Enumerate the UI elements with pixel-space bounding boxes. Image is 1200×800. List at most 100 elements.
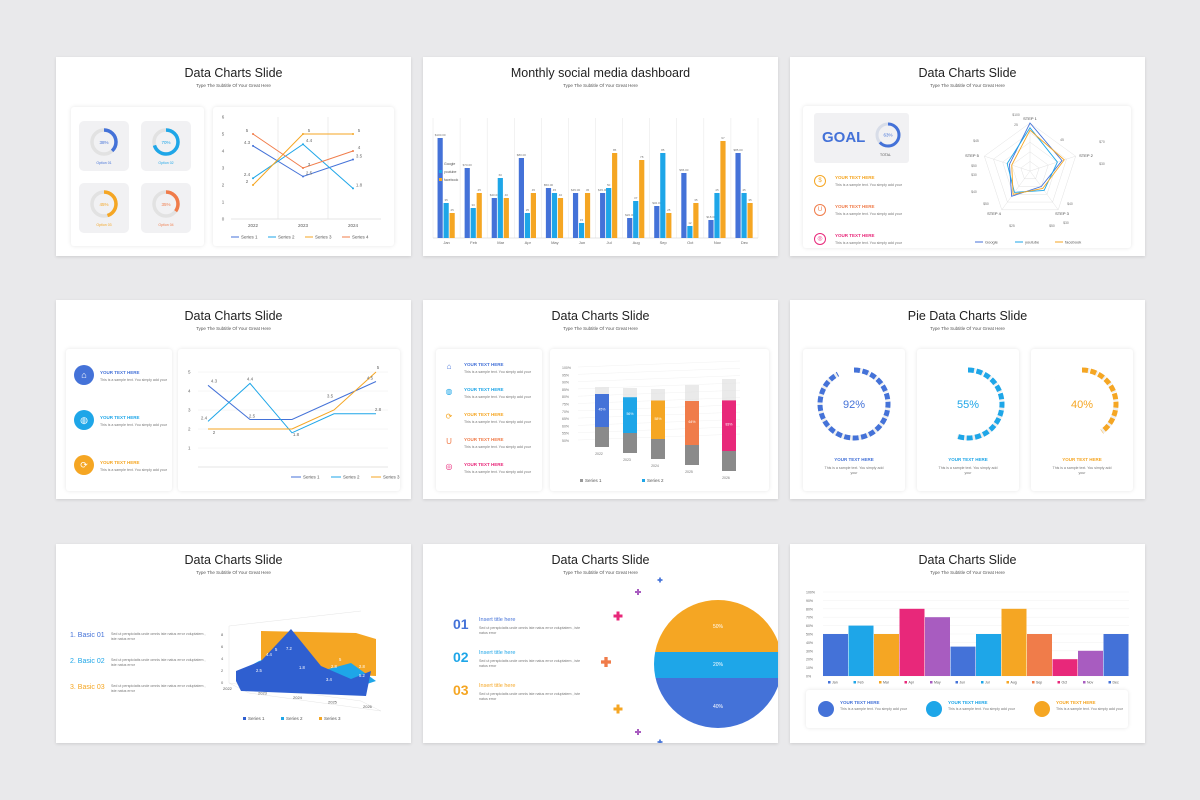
bar bbox=[720, 141, 726, 238]
slide-subtitle: Type The Subtitle Of Your Great Here bbox=[563, 83, 638, 88]
item-desc: This is a sample text. You simply add yo… bbox=[948, 707, 1015, 711]
line-chart: 0 1 2 3 4 5 6 2022 2023 2024 4.3 2.5 3.5 2.4 4.4 1.8 2 5 5… bbox=[222, 115, 381, 240]
plus-icon bbox=[659, 577, 661, 583]
y-tick: 55% bbox=[562, 432, 569, 436]
bar-label: 45 bbox=[586, 188, 590, 192]
item-title: YOUR TEXT HERE bbox=[840, 700, 880, 705]
card-title: YOUR TEXT HERE bbox=[948, 457, 988, 462]
slide-4[interactable]: Data Charts Slide Type The Subtitle Of Y… bbox=[56, 300, 411, 499]
legend-swatch bbox=[828, 681, 831, 684]
bullet-icon bbox=[1034, 701, 1050, 717]
donut-label: Option 03 bbox=[96, 223, 111, 227]
slide-3[interactable]: Data Charts Slide Type The Subtitle Of Y… bbox=[790, 57, 1145, 256]
slide-6[interactable]: Pie Data Charts Slide Type The Subtitle … bbox=[790, 300, 1145, 499]
y-tick: 20% bbox=[806, 658, 813, 662]
bar-label: 35 bbox=[694, 198, 698, 202]
y-tick: 4 bbox=[222, 149, 225, 154]
target-icon: ◎ bbox=[814, 233, 826, 245]
magnet-icon: U bbox=[446, 437, 452, 446]
y-tick: 3 bbox=[222, 166, 225, 171]
data-label: 7.2 bbox=[286, 646, 292, 651]
legend-label: Series 1 bbox=[241, 235, 258, 240]
series-line bbox=[252, 143, 354, 189]
radar-value-label: $30 bbox=[1063, 221, 1069, 225]
data-label: 3 bbox=[308, 162, 311, 167]
bar3d-base bbox=[685, 445, 699, 465]
bar bbox=[708, 220, 714, 238]
area-series-1 bbox=[236, 629, 371, 696]
data-label: 1.8 bbox=[293, 432, 300, 437]
bar bbox=[950, 646, 976, 676]
donut-value: 38% bbox=[99, 140, 108, 145]
donut-value: 35% bbox=[161, 202, 170, 207]
slide-subtitle: Type The Subtitle Of Your Great Here bbox=[563, 570, 638, 575]
radar-value-label: $50 bbox=[971, 164, 977, 168]
dollar-icon: $ bbox=[814, 175, 826, 187]
bar bbox=[557, 198, 564, 238]
item-desc: This is a sample text. You simply add yo… bbox=[464, 395, 531, 399]
x-tick: Feb bbox=[470, 240, 478, 245]
x-tick: Jun bbox=[960, 681, 966, 685]
bar-label: 40 bbox=[505, 193, 509, 197]
bar bbox=[449, 213, 455, 238]
item-desc: This is a sample text. You simply add yo… bbox=[464, 470, 531, 474]
card-desc: This is a sample text. You simply add yo… bbox=[938, 466, 998, 475]
radar-value-label: $50 bbox=[1049, 224, 1055, 228]
home-icon: ⌂ bbox=[446, 362, 452, 371]
data-label: 5 bbox=[339, 657, 342, 662]
slide-2[interactable]: Monthly social media dashboard Type The … bbox=[423, 57, 778, 256]
bar bbox=[823, 634, 848, 676]
bar3d-label: 83% bbox=[725, 423, 732, 427]
slide-5[interactable]: Data Charts Slide Type The Subtitle Of Y… bbox=[423, 300, 778, 499]
y-tick: 10% bbox=[806, 666, 813, 670]
slide-subtitle: Type The Subtitle Of Your Great Here bbox=[930, 326, 1005, 331]
donut-value: 70% bbox=[161, 140, 170, 145]
radar-grid bbox=[993, 132, 1067, 203]
bar bbox=[600, 193, 606, 238]
x-tick: Feb bbox=[858, 681, 864, 685]
radar-axis-label: STEP 4 bbox=[987, 211, 1001, 216]
radar-series bbox=[1011, 129, 1065, 195]
y-tick: 60% bbox=[562, 424, 569, 428]
x-tick: 2024 bbox=[651, 464, 659, 468]
x-tick: 2022 bbox=[223, 686, 233, 691]
bar-label: 85 bbox=[613, 148, 617, 152]
slide-1[interactable]: Data Charts Slide Type The Subtitle Of Y… bbox=[56, 57, 411, 256]
bar3d-label: 64% bbox=[688, 420, 695, 424]
x-tick: Dec bbox=[741, 240, 748, 245]
bar bbox=[639, 160, 645, 238]
slide-title: Data Charts Slide bbox=[551, 309, 650, 323]
bar3d-fill bbox=[623, 397, 637, 433]
x-tick: 2024 bbox=[348, 223, 359, 228]
legend-label: Series 2 bbox=[343, 475, 360, 480]
radar-grid bbox=[1002, 141, 1058, 195]
bar-label: 15 bbox=[580, 218, 584, 222]
data-label: 2.5 bbox=[256, 668, 262, 673]
radar-value-label: $40 bbox=[971, 190, 977, 194]
bar bbox=[470, 208, 476, 238]
bar-label: $80.00 bbox=[517, 153, 527, 157]
slide-7[interactable]: Data Charts Slide Type The Subtitle Of Y… bbox=[56, 544, 411, 743]
item-desc: Sed ut perspiciatis unde omnis iste natu… bbox=[479, 659, 581, 668]
donut-value: 40% bbox=[1071, 399, 1093, 411]
y-tick: 2 bbox=[222, 183, 225, 188]
bar-label: $40.00 bbox=[490, 193, 500, 197]
card-title: YOUR TEXT HERE bbox=[1062, 457, 1102, 462]
bar bbox=[518, 158, 524, 238]
item-desc: This is a sample text. You simply add yo… bbox=[835, 212, 902, 216]
goal-value: 63% bbox=[883, 133, 892, 138]
legend-label: Google bbox=[444, 162, 455, 166]
pie-slice bbox=[654, 678, 778, 728]
pie-card: 92% YOUR TEXT HERE This is a sample text. … bbox=[803, 349, 905, 491]
legend-label: facebook bbox=[444, 178, 458, 182]
y-tick: 80% bbox=[562, 395, 569, 399]
bullet-icon bbox=[926, 701, 942, 717]
item-desc: Sed ut perspiciatis unde omnis iste natu… bbox=[111, 684, 206, 693]
slide-9[interactable]: Data Charts Slide Type The Subtitle Of Y… bbox=[790, 544, 1145, 743]
item-desc: This is a sample text. You simply add yo… bbox=[100, 468, 167, 472]
legend-swatch bbox=[955, 681, 958, 684]
slide-title: Pie Data Charts Slide bbox=[907, 309, 1028, 323]
x-tick: May bbox=[551, 240, 559, 245]
slide-8[interactable]: Data Charts Slide Type The Subtitle Of Y… bbox=[423, 544, 778, 743]
magnet-icon: U bbox=[814, 204, 826, 216]
